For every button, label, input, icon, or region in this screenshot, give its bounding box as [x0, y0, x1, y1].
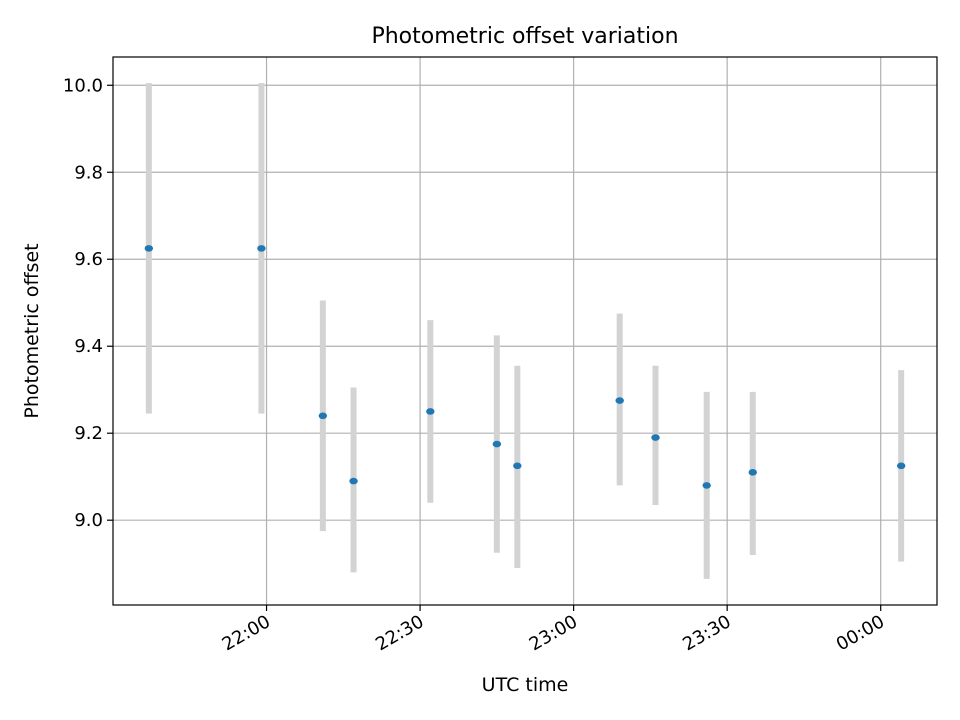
- x-tick-label: 00:00: [833, 611, 888, 655]
- data-point: [651, 434, 660, 441]
- data-point: [748, 469, 757, 476]
- y-tick-label: 9.4: [74, 336, 103, 357]
- data-point: [144, 245, 154, 252]
- x-tick-label: 22:30: [372, 611, 427, 655]
- data-point: [702, 482, 711, 489]
- data-point: [349, 477, 358, 485]
- data-point: [318, 412, 328, 420]
- x-tick-label: 23:30: [679, 611, 734, 655]
- y-tick-label: 9.2: [74, 423, 103, 444]
- y-tick-label: 9.6: [74, 249, 103, 270]
- data-point: [257, 245, 266, 252]
- chart-title: Photometric offset variation: [371, 24, 678, 49]
- y-axis-label: Photometric offset: [21, 243, 43, 418]
- data-point: [492, 440, 502, 448]
- data-point: [896, 462, 906, 470]
- data-point: [426, 408, 435, 415]
- x-tick-label: 22:00: [219, 611, 274, 655]
- data-points: [144, 245, 906, 489]
- grid-lines: [113, 57, 937, 605]
- data-point: [615, 397, 624, 404]
- y-tick-label: 9.0: [74, 510, 103, 531]
- y-axis-ticks: 9.0 9.2 9.4 9.6 9.8 10.0: [63, 75, 113, 531]
- x-axis-label: UTC time: [482, 674, 569, 696]
- y-tick-label: 10.0: [63, 75, 103, 96]
- y-tick-label: 9.8: [74, 162, 103, 183]
- plot-area-frame: [112, 56, 938, 606]
- x-axis-ticks: 22:00 22:30 23:00 23:30 00:00: [219, 605, 888, 655]
- error-bars: [145, 83, 905, 579]
- data-point: [513, 462, 522, 470]
- x-tick-label: 23:00: [526, 611, 581, 655]
